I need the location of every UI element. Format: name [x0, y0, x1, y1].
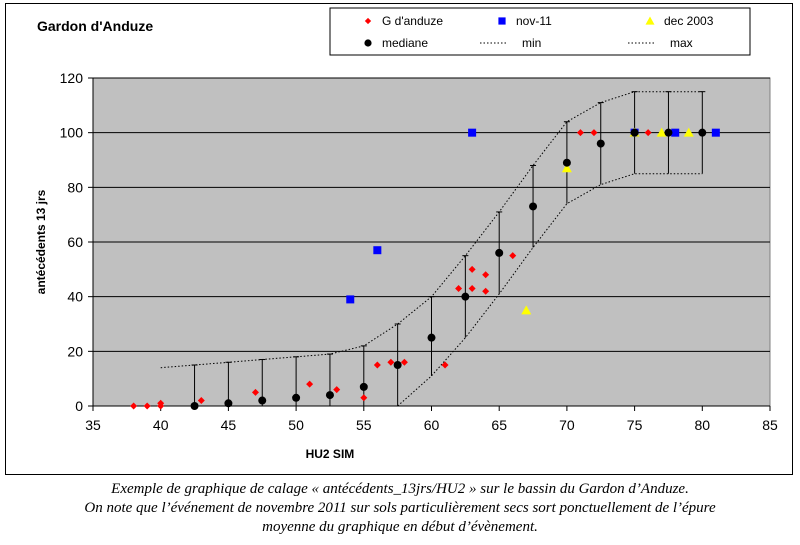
legend-box [329, 7, 751, 56]
y-tick-label: 80 [67, 179, 83, 195]
chart: 0 20 40 60 80 100 120 35 40 45 50 55 60 65 70 75 80 85 HU2… [34, 7, 778, 461]
legend-label-max: max [670, 36, 693, 50]
point-g-anduze [360, 394, 368, 402]
point-mediane [562, 158, 571, 167]
x-tick-label: 60 [424, 417, 440, 433]
legend-label: G d'anduze [382, 14, 443, 28]
point-mediane [630, 128, 639, 137]
point-mediane [325, 391, 334, 400]
point-mediane [664, 128, 673, 137]
point-g-anduze [157, 399, 165, 407]
point-g-anduze [373, 361, 381, 369]
point-g-anduze [509, 252, 517, 260]
point-mediane [224, 399, 233, 408]
x-tick-label: 35 [85, 417, 101, 433]
figure-caption: Exemple de graphique de calage « antécéd… [0, 480, 800, 537]
point-g-anduze [644, 129, 652, 137]
point-dec-2003 [656, 127, 667, 137]
point-mediane [393, 361, 402, 369]
x-tick-label: 85 [762, 417, 778, 433]
y-tick-label: 120 [60, 70, 84, 86]
x-axis-title: HU2 SIM [306, 447, 355, 461]
point-g-anduze [455, 284, 463, 292]
y-axis-title: antécédents 13 jrs [34, 189, 48, 294]
x-tick-label: 70 [559, 417, 575, 433]
point-mediane [427, 333, 436, 342]
point-nov-11 [468, 128, 477, 137]
legend-label: dec 2003 [664, 14, 714, 28]
point-mediane [698, 128, 707, 137]
point-dec-2003 [521, 305, 532, 315]
point-mediane [190, 402, 199, 410]
point-dec-2003 [683, 127, 694, 137]
y-tick-label: 40 [67, 289, 83, 305]
x-tick-label: 40 [153, 417, 169, 433]
point-mediane [258, 396, 267, 405]
caption-line-1: Exemple de graphique de calage « antécéd… [111, 481, 689, 497]
point-g-anduze [590, 129, 598, 137]
y-tick-label: 0 [75, 398, 83, 414]
caption-line-3: moyenne du graphique en début d’évènemen… [262, 519, 538, 535]
legend-swatch [364, 39, 372, 47]
point-mediane [596, 139, 605, 148]
point-nov-11 [346, 295, 355, 304]
legend-swatch [645, 16, 655, 25]
point-g-anduze [468, 265, 476, 273]
point-g-anduze [251, 388, 259, 396]
series-line-min [397, 173, 703, 407]
chart-title: Gardon d'Anduze [37, 18, 153, 34]
y-tick-label: 20 [67, 343, 83, 359]
x-tick-label: 45 [221, 417, 237, 433]
legend-label: mediane [382, 36, 428, 50]
point-g-anduze [197, 397, 205, 405]
point-g-anduze [306, 380, 314, 388]
point-g-anduze [387, 358, 395, 366]
x-tick-label: 55 [356, 417, 372, 433]
point-dec-2003 [561, 163, 572, 173]
x-tick-label: 75 [627, 417, 643, 433]
point-mediane [461, 292, 470, 301]
caption-line-2: On note que l’événement de novembre 2011… [84, 500, 716, 516]
x-tick-label: 80 [695, 417, 711, 433]
point-g-anduze [482, 287, 490, 295]
y-tick-label: 60 [67, 234, 83, 250]
point-g-anduze [482, 271, 490, 279]
point-g-anduze [576, 129, 584, 137]
legend-label-min: min [522, 36, 541, 50]
y-tick-label: 100 [60, 125, 84, 141]
point-g-anduze [400, 358, 408, 366]
point-mediane [529, 202, 538, 211]
point-g-anduze [441, 361, 449, 369]
point-mediane [359, 382, 368, 391]
point-g-anduze [130, 402, 138, 410]
legend-swatch [498, 17, 506, 25]
point-mediane [292, 393, 301, 402]
x-tick-label: 50 [288, 417, 304, 433]
point-g-anduze [333, 386, 341, 394]
point-g-anduze [468, 284, 476, 292]
legend-label: nov-11 [516, 14, 552, 28]
point-nov-11 [711, 128, 720, 137]
x-tick-label: 65 [491, 417, 507, 433]
point-nov-11 [373, 246, 382, 255]
point-mediane [495, 248, 504, 257]
point-nov-11 [671, 128, 680, 137]
legend-swatch [364, 17, 372, 25]
point-g-anduze [143, 402, 151, 410]
